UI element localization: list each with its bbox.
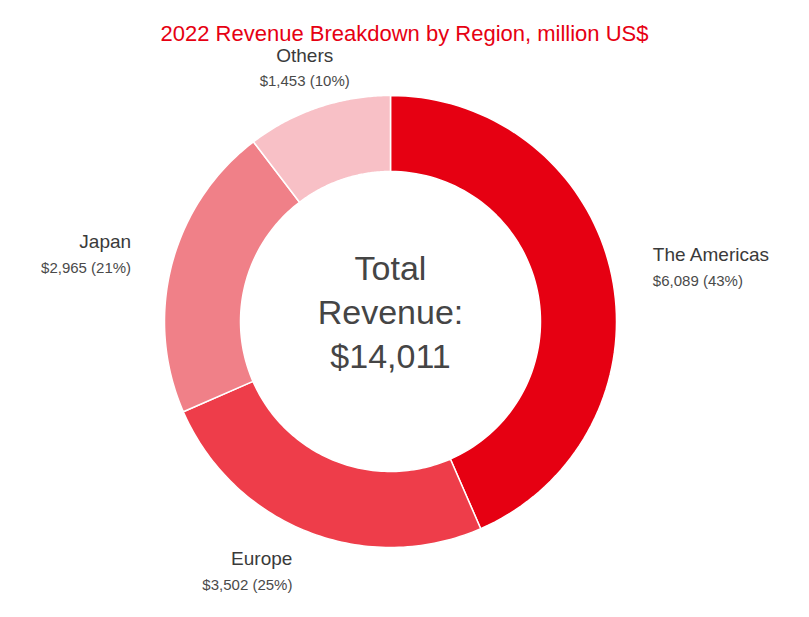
svg-text:$2,965 (21%): $2,965 (21%) (41, 259, 131, 276)
svg-text:$14,011: $14,011 (330, 337, 450, 375)
svg-text:$3,502 (25%): $3,502 (25%) (202, 576, 292, 593)
svg-text:The Americas: The Americas (653, 244, 769, 265)
svg-text:Europe: Europe (231, 548, 292, 569)
svg-text:$1,453 (10%): $1,453 (10%) (260, 72, 350, 89)
svg-text:Japan: Japan (79, 231, 131, 252)
svg-text:2022 Revenue Breakdown by Regi: 2022 Revenue Breakdown by Region, millio… (161, 21, 649, 46)
svg-text:$6,089 (43%): $6,089 (43%) (653, 272, 743, 289)
svg-text:Total: Total (355, 249, 427, 287)
svg-text:Others: Others (276, 45, 333, 66)
svg-text:Revenue:: Revenue: (318, 293, 464, 331)
